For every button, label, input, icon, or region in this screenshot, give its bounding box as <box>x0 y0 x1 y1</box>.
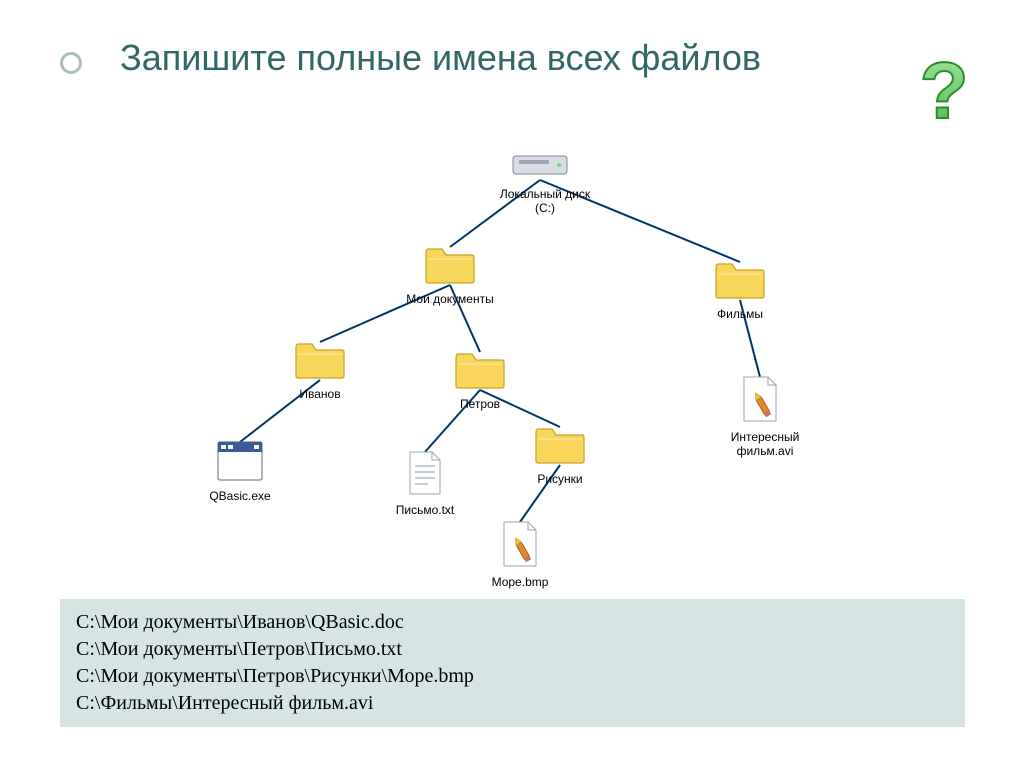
tree-node-mydocs: Мои документы <box>400 245 500 306</box>
node-label: QBasic.exe <box>190 489 290 503</box>
svg-text:?: ? <box>920 48 969 135</box>
node-label: Мои документы <box>400 292 500 306</box>
drive-icon <box>490 150 590 185</box>
tree-node-ivanov: Иванов <box>270 340 370 401</box>
answer-line: C:\Мои документы\Иванов\QBasic.doc <box>76 609 949 636</box>
tree-node-sea: Море.bmp <box>470 520 570 589</box>
node-label: Локальный диск (C:) <box>490 187 600 215</box>
node-label: Петров <box>430 397 530 411</box>
tree-node-film1: Интересный фильм.avi <box>710 375 810 458</box>
answers-panel: C:\Мои документы\Иванов\QBasic.docC:\Мои… <box>60 599 965 727</box>
node-label: Интересный фильм.avi <box>710 430 820 458</box>
folder-icon <box>690 260 790 305</box>
tree-node-films: Фильмы <box>690 260 790 321</box>
title-bullet <box>60 52 82 74</box>
txt-icon <box>375 450 475 501</box>
bmp-icon <box>470 520 570 573</box>
slide-title: Запишите полные имена всех файлов <box>120 35 820 80</box>
tree-node-qbasic: QBasic.exe <box>190 440 290 503</box>
answer-line: C:\Фильмы\Интересный фильм.avi <box>76 690 949 717</box>
node-label: Письмо.txt <box>375 503 475 517</box>
avi-icon <box>710 375 810 428</box>
question-mark-icon: ? <box>914 48 974 143</box>
tree-node-letter: Письмо.txt <box>375 450 475 517</box>
node-label: Море.bmp <box>470 575 570 589</box>
tree-node-root: Локальный диск (C:) <box>490 150 590 215</box>
folder-icon <box>400 245 500 290</box>
node-label: Иванов <box>270 387 370 401</box>
file-tree-diagram: Локальный диск (C:) Мои документы Фильмы… <box>150 150 910 560</box>
answer-line: C:\Мои документы\Петров\Рисунки\Море.bmp <box>76 663 949 690</box>
folder-icon <box>430 350 530 395</box>
tree-node-petrov: Петров <box>430 350 530 411</box>
exe-icon <box>190 440 290 487</box>
node-label: Рисунки <box>510 472 610 486</box>
node-label: Фильмы <box>690 307 790 321</box>
tree-node-draw: Рисунки <box>510 425 610 486</box>
folder-icon <box>510 425 610 470</box>
answer-line: C:\Мои документы\Петров\Письмо.txt <box>76 636 949 663</box>
folder-icon <box>270 340 370 385</box>
